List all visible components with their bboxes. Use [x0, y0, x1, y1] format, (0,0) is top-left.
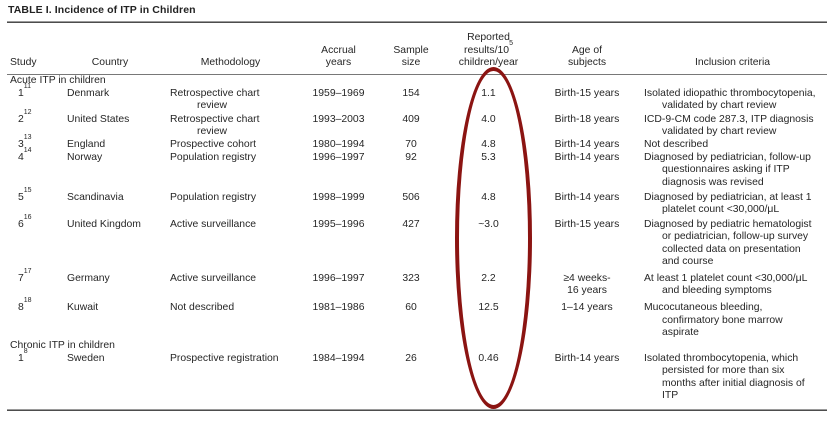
accrual-years-cell: 1996–1997	[312, 273, 365, 285]
country-cell: Scandinavia	[67, 191, 124, 203]
header-row: Study Country Methodology Accrual years …	[7, 24, 827, 74]
country-cell: Norway	[67, 152, 103, 164]
table-row: 18 Sweden Prospective registration 1984–…	[7, 348, 827, 402]
age-cell: Birth-14 years	[554, 191, 620, 203]
table-row: 818 Kuwait Not described 1981–1986 60 12…	[7, 297, 827, 339]
sample-size-cell: 323	[402, 273, 420, 285]
section-header-chronic: Chronic ITP in children	[7, 339, 827, 352]
age-cell: Birth-14 years	[554, 139, 620, 151]
study-cell: 212	[18, 108, 32, 125]
country-cell: Denmark	[67, 88, 110, 100]
methodology-cell: Population registry	[170, 191, 257, 203]
country-cell: United Kingdom	[67, 219, 141, 231]
reported-header-line1: Reported	[467, 32, 510, 44]
methodology-cell: Active surveillance	[170, 219, 257, 231]
column-header-study: Study	[10, 56, 37, 68]
study-cell: 818	[18, 297, 32, 314]
table-title: TABLE I. Incidence of ITP in Children	[8, 4, 196, 16]
reported-header-line2: results/105	[464, 39, 513, 56]
country-cell: Kuwait	[67, 302, 99, 314]
accrual-years-cell: 1984–1994	[312, 353, 365, 365]
age-cell: Birth-15 years	[554, 88, 620, 100]
country-cell: United States	[67, 113, 130, 125]
sample-size-cell: 26	[405, 353, 417, 365]
age-cell: Birth-14 years	[554, 152, 620, 164]
age-cell: Birth-14 years	[554, 353, 620, 365]
country-cell: Sweden	[67, 353, 105, 365]
age-cell: Birth-15 years	[554, 219, 620, 231]
inclusion-criteria-cell: At least 1 platelet count <30,000/μL and…	[644, 273, 808, 297]
accrual-years-cell: 1959–1969	[312, 88, 365, 100]
sample-size-cell: 70	[405, 139, 417, 151]
inclusion-criteria-cell: Diagnosed by pediatrician, at least 1 pl…	[644, 191, 812, 216]
inclusion-criteria-cell: Isolated thrombocytopenia, which persist…	[644, 353, 805, 401]
inclusion-criteria-cell: Diagnosed by pediatric hematologist or p…	[644, 219, 812, 267]
section-header-acute: Acute ITP in children	[7, 74, 827, 87]
study-cell: 616	[18, 214, 32, 231]
reported-header-line3: children/year	[458, 56, 519, 68]
study-cell: 414	[18, 147, 32, 164]
table-row: 414 Norway Population registry 1996–1997…	[7, 147, 827, 189]
column-header-inclusion-criteria: Inclusion criteria	[694, 56, 771, 68]
accrual-years-cell: 1996–1997	[312, 152, 365, 164]
sample-size-cell: 409	[402, 113, 420, 125]
inclusion-criteria-cell: ICD-9-CM code 287.3, ITP diagnosis valid…	[644, 113, 814, 137]
accrual-years-cell: 1980–1994	[312, 139, 365, 151]
accrual-years-cell: 1993–2003	[312, 113, 365, 125]
column-header-country: Country	[91, 56, 129, 68]
table-row: 313 England Prospective cohort 1980–1994…	[7, 134, 827, 151]
methodology-cell: Prospective cohort	[170, 139, 257, 151]
inclusion-criteria-cell: Mucocutaneous bleeding, confirmatory bon…	[644, 302, 783, 338]
table-row: 515 Scandinavia Population registry 1998…	[7, 186, 827, 216]
age-cell: Birth-18 years	[554, 113, 620, 125]
study-cell: 18	[18, 348, 28, 365]
sample-size-cell: 92	[405, 152, 417, 164]
accrual-years-cell: 1998–1999	[312, 191, 365, 203]
sample-size-cell: 154	[402, 88, 420, 100]
sample-size-cell: 427	[402, 219, 420, 231]
inclusion-criteria-cell: Diagnosed by pediatrician, follow-up que…	[644, 152, 811, 188]
methodology-cell: Not described	[170, 302, 235, 314]
table-row: 717 Germany Active surveillance 1996–199…	[7, 268, 827, 297]
methodology-cell: Retrospective chart review	[170, 113, 260, 137]
methodology-cell: Population registry	[170, 152, 257, 164]
section-label: Acute ITP in children	[10, 75, 106, 86]
column-header-reported-results: Reported results/105 children/year	[441, 24, 536, 74]
sample-size-cell: 506	[402, 191, 420, 203]
table-row: 616 United Kingdom Active surveillance 1…	[7, 214, 827, 268]
country-cell: Germany	[67, 273, 110, 285]
methodology-cell: Retrospective chart review	[170, 88, 260, 112]
table-row: 111 Denmark Retrospective chart review 1…	[7, 83, 827, 112]
inclusion-criteria-cell: Not described	[644, 139, 709, 151]
header-rule	[7, 74, 827, 75]
column-header-methodology: Methodology	[200, 56, 261, 68]
study-cell: 515	[18, 186, 32, 203]
incidence-table: Study Country Methodology Accrual years …	[7, 24, 827, 402]
bottom-rule	[7, 409, 827, 411]
accrual-years-cell: 1981–1986	[312, 302, 365, 314]
column-header-accrual-years: Accrual years	[321, 44, 356, 68]
top-rule	[7, 21, 827, 23]
column-header-sample-size: Sample size	[393, 44, 429, 68]
column-header-age: Age of subjects	[567, 44, 607, 68]
sample-size-cell: 60	[405, 302, 417, 314]
study-cell: 111	[18, 83, 32, 100]
highlight-ellipse	[455, 67, 532, 409]
age-cell: ≥4 weeks- 16 years	[563, 273, 611, 297]
age-cell: 1–14 years	[561, 302, 613, 314]
methodology-cell: Active surveillance	[170, 273, 257, 285]
section-label: Chronic ITP in children	[10, 340, 115, 352]
country-cell: England	[67, 139, 106, 151]
inclusion-criteria-cell: Isolated idiopathic thrombocytopenia, va…	[644, 88, 816, 112]
study-cell: 717	[18, 268, 32, 285]
accrual-years-cell: 1995–1996	[312, 219, 365, 231]
methodology-cell: Prospective registration	[170, 353, 279, 365]
table-row: 212 United States Retrospective chart re…	[7, 108, 827, 138]
study-cell: 313	[18, 134, 32, 151]
